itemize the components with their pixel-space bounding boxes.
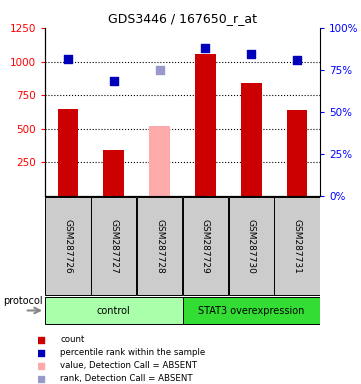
Text: GSM287727: GSM287727 [109,218,118,273]
Bar [104,150,124,196]
Text: rank, Detection Call = ABSENT: rank, Detection Call = ABSENT [60,374,193,383]
Text: percentile rank within the sample: percentile rank within the sample [60,348,205,357]
Bar [137,197,182,295]
Text: GSM287729: GSM287729 [201,218,210,273]
Bar [287,110,308,196]
Text: GSM287730: GSM287730 [247,218,256,273]
Point [65,56,71,62]
Bar [241,83,262,196]
Text: count: count [60,335,84,344]
Text: control: control [97,306,131,316]
Bar [195,53,216,196]
Point [111,78,117,84]
Text: STAT3 overexpression: STAT3 overexpression [198,306,304,316]
Title: GDS3446 / 167650_r_at: GDS3446 / 167650_r_at [108,12,257,25]
Text: protocol: protocol [4,296,43,306]
Bar [274,197,320,295]
Text: GSM287731: GSM287731 [292,218,301,273]
Text: value, Detection Call = ABSENT: value, Detection Call = ABSENT [60,361,197,370]
Point [294,57,300,63]
Bar [183,197,228,295]
Point [38,337,44,343]
Bar [58,109,78,196]
Point [38,363,44,369]
Bar [149,126,170,196]
Point [248,50,254,56]
Point [157,66,162,73]
Text: GSM287728: GSM287728 [155,218,164,273]
Point [203,45,208,51]
Point [38,376,44,382]
Point [38,350,44,356]
Bar [45,197,91,295]
Text: GSM287726: GSM287726 [64,218,73,273]
Bar [91,197,136,295]
Bar [183,296,320,324]
Bar [45,296,183,324]
Bar [229,197,274,295]
